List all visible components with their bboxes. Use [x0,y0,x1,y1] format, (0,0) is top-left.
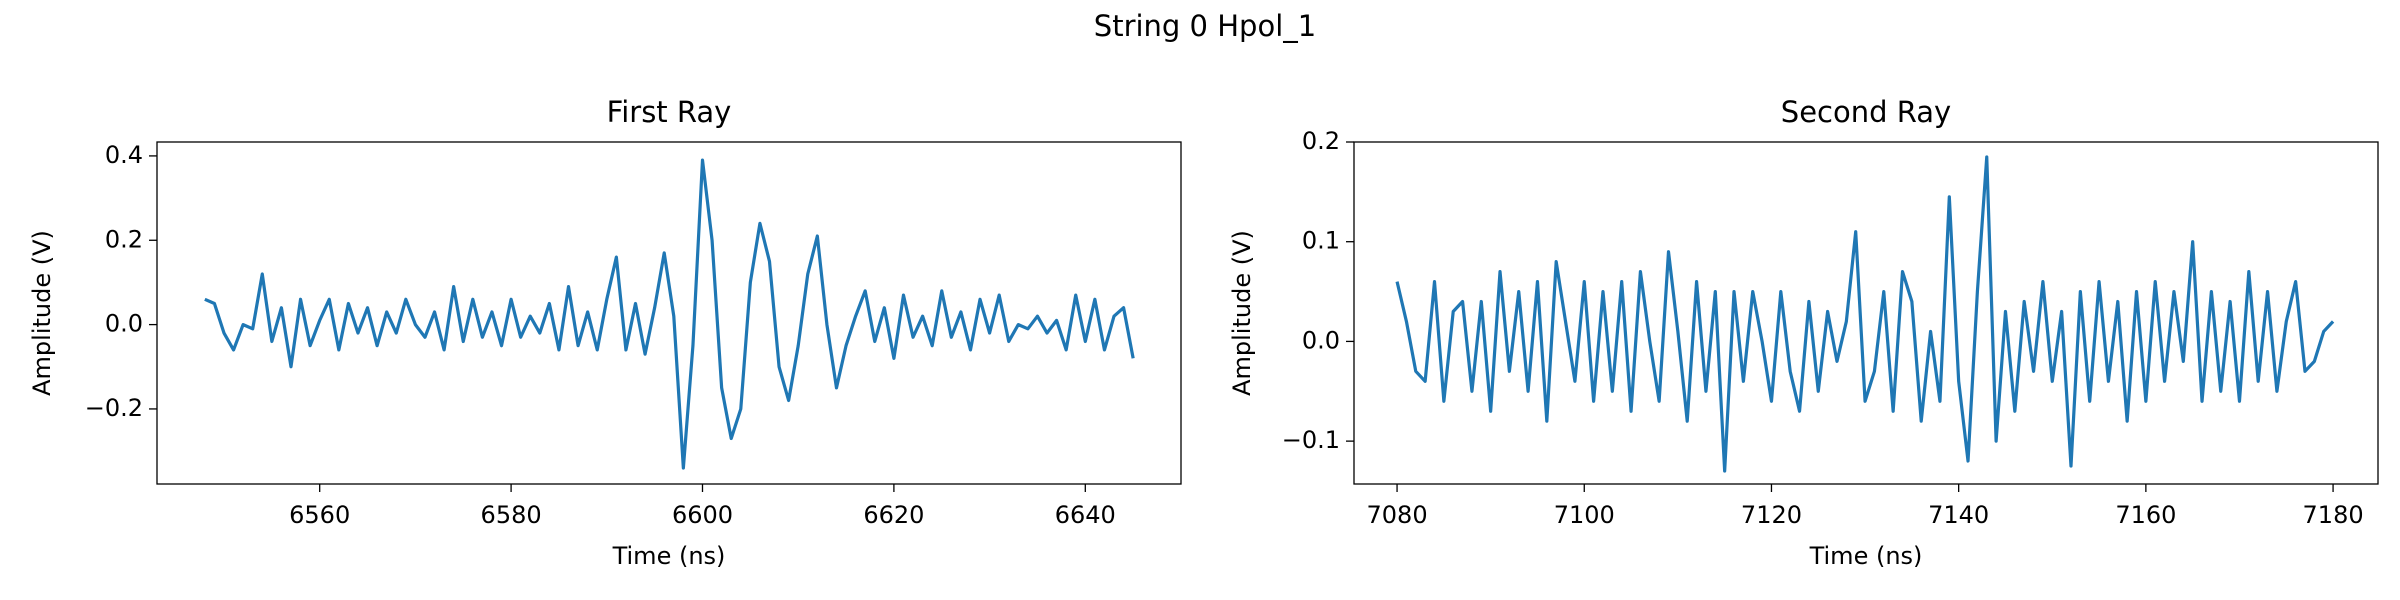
subplot-title: Second Ray [1781,95,1951,129]
x-tick-label: 7080 [1367,501,1428,529]
y-tick-label: 0.0 [1302,326,1340,354]
axes-frame [1353,141,2379,485]
y-tick-label: 0.2 [105,225,143,253]
x-tick-label: 6600 [672,501,733,529]
y-tick-label: −0.1 [1282,426,1340,454]
x-tick-label: 6560 [289,501,350,529]
x-tick-label: 6640 [1055,501,1116,529]
x-tick-label: 7100 [1554,501,1615,529]
x-tick-label: 7160 [2115,501,2176,529]
subplot-title: First Ray [607,95,732,129]
y-tick-label: 0.2 [1302,127,1340,155]
x-tick-label: 7120 [1741,501,1802,529]
y-tick-label: 0.0 [105,310,143,338]
y-axis-label: Amplitude (V) [28,230,56,396]
figure-title: String 0 Hpol_1 [1094,9,1316,43]
data-line [1395,155,2335,473]
x-axis-label: Time (ns) [612,542,726,570]
axes-frame [156,141,1182,485]
data-line [204,158,1135,470]
y-tick-label: 0.1 [1302,227,1340,255]
x-tick-label: 7140 [1928,501,1989,529]
x-axis-label: Time (ns) [1809,542,1923,570]
y-tick-label: 0.4 [105,141,143,169]
x-tick-label: 7180 [2303,501,2364,529]
x-tick-label: 6580 [481,501,542,529]
x-tick-label: 6620 [863,501,924,529]
y-axis-label: Amplitude (V) [1228,230,1256,396]
y-tick-label: −0.2 [85,394,143,422]
